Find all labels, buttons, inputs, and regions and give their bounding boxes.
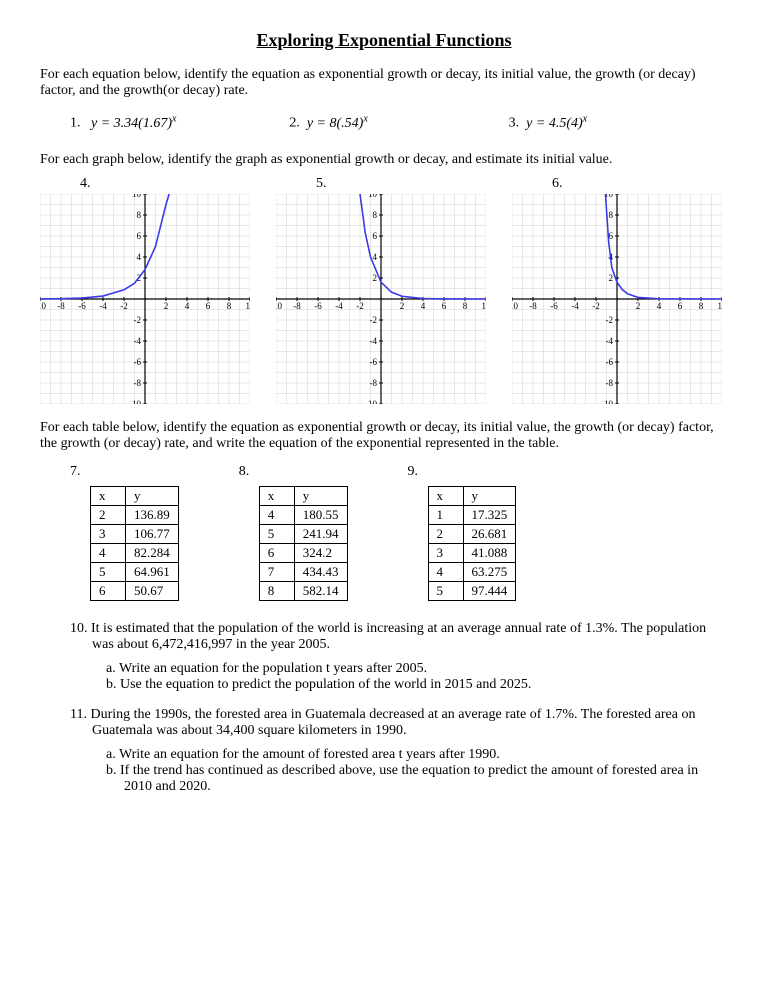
table-7: xy2136.893106.77482.284564.961650.67 [90, 486, 179, 601]
table-8-label: 8. [239, 464, 348, 480]
table-row: 650.67 [91, 581, 179, 600]
instructions-3: For each table below, identify the equat… [40, 420, 728, 452]
question-11b: b. If the trend has continued as describ… [106, 763, 728, 795]
svg-text:-8: -8 [529, 301, 537, 311]
table-row: 5241.94 [259, 524, 347, 543]
table-8: xy4180.555241.946324.27434.438582.14 [259, 486, 348, 601]
equation-1: 1. y = 3.34(1.67)x [70, 113, 289, 132]
table-9-label: 9. [408, 464, 517, 480]
table-row: 463.275 [428, 562, 516, 581]
svg-text:-6: -6 [606, 357, 614, 367]
svg-text:-6: -6 [134, 357, 142, 367]
svg-text:-8: -8 [370, 378, 378, 388]
svg-text:8: 8 [227, 301, 232, 311]
table-9: xy117.325226.681341.088463.275597.444 [428, 486, 517, 601]
svg-text:8: 8 [137, 210, 142, 220]
svg-text:-2: -2 [370, 315, 378, 325]
table-row: 226.681 [428, 524, 516, 543]
svg-text:-2: -2 [134, 315, 142, 325]
equation-3: 3. y = 4.5(4)x [509, 113, 728, 132]
table-row: 4180.55 [259, 505, 347, 524]
svg-text:6: 6 [373, 231, 378, 241]
svg-text:-6: -6 [314, 301, 322, 311]
svg-text:-6: -6 [550, 301, 558, 311]
svg-text:-2: -2 [356, 301, 364, 311]
instructions-1: For each equation below, identify the eq… [40, 67, 728, 99]
svg-text:-4: -4 [571, 301, 579, 311]
graph-4-label: 4. [80, 176, 256, 192]
svg-text:-4: -4 [99, 301, 107, 311]
table-row: 482.284 [91, 543, 179, 562]
svg-text:-8: -8 [134, 378, 142, 388]
svg-text:2: 2 [636, 301, 641, 311]
svg-text:6: 6 [678, 301, 683, 311]
svg-text:4: 4 [185, 301, 190, 311]
graph-4: -10-10-8-8-6-6-4-4-2-2224466881010 [40, 194, 250, 404]
svg-text:2: 2 [609, 273, 614, 283]
table-row: 117.325 [428, 505, 516, 524]
question-11a: a. Write an equation for the amount of f… [106, 747, 728, 763]
svg-text:-8: -8 [606, 378, 614, 388]
svg-text:-10: -10 [512, 301, 518, 311]
svg-text:4: 4 [421, 301, 426, 311]
svg-text:10: 10 [368, 194, 378, 199]
equation-2: 2. y = 8(.54)x [289, 113, 508, 132]
svg-text:-2: -2 [120, 301, 128, 311]
graph-6-label: 6. [552, 176, 728, 192]
table-row: 597.444 [428, 581, 516, 600]
svg-text:-4: -4 [335, 301, 343, 311]
question-11: 11. During the 1990s, the forested area … [70, 707, 728, 739]
question-10b: b. Use the equation to predict the popul… [106, 677, 728, 693]
svg-text:2: 2 [400, 301, 405, 311]
svg-text:-4: -4 [606, 336, 614, 346]
svg-text:2: 2 [164, 301, 169, 311]
graph-5-label: 5. [316, 176, 492, 192]
svg-text:10: 10 [718, 301, 723, 311]
svg-text:-10: -10 [276, 301, 282, 311]
table-row: 6324.2 [259, 543, 347, 562]
svg-text:-10: -10 [601, 399, 613, 404]
svg-text:-10: -10 [129, 399, 141, 404]
graph-5: -10 -10 -8 -8 -6 -6 -4 -4 -2 -2 2 2 4 4 6 6 8 8 10 10 [276, 194, 486, 404]
table-row: 3106.77 [91, 524, 179, 543]
svg-text:4: 4 [373, 252, 378, 262]
svg-text:8: 8 [463, 301, 468, 311]
page-title: Exploring Exponential Functions [40, 30, 728, 51]
table-7-label: 7. [70, 464, 179, 480]
equation-row: 1. y = 3.34(1.67)x 2. y = 8(.54)x 3. y =… [70, 113, 728, 132]
svg-text:10: 10 [246, 301, 251, 311]
svg-text:4: 4 [137, 252, 142, 262]
svg-text:-8: -8 [57, 301, 65, 311]
svg-text:6: 6 [137, 231, 142, 241]
svg-text:-6: -6 [78, 301, 86, 311]
table-row: 8582.14 [259, 581, 347, 600]
svg-text:-2: -2 [606, 315, 614, 325]
svg-text:-4: -4 [370, 336, 378, 346]
table-row: 2136.89 [91, 505, 179, 524]
table-row: 341.088 [428, 543, 516, 562]
svg-text:8: 8 [699, 301, 704, 311]
svg-text:-6: -6 [370, 357, 378, 367]
svg-text:-8: -8 [293, 301, 301, 311]
svg-text:8: 8 [373, 210, 378, 220]
svg-text:10: 10 [132, 194, 142, 199]
svg-text:-10: -10 [365, 399, 377, 404]
svg-text:2: 2 [373, 273, 378, 283]
table-row: 564.961 [91, 562, 179, 581]
svg-text:-4: -4 [134, 336, 142, 346]
graph-6: -10-10-8-8-6-6-4-4-2-2224466881010 [512, 194, 722, 404]
svg-text:6: 6 [442, 301, 447, 311]
svg-text:-10: -10 [40, 301, 46, 311]
svg-text:4: 4 [657, 301, 662, 311]
table-row: 7434.43 [259, 562, 347, 581]
question-10a: a. Write an equation for the population … [106, 661, 728, 677]
svg-text:6: 6 [206, 301, 211, 311]
svg-text:8: 8 [609, 210, 614, 220]
instructions-2: For each graph below, identify the graph… [40, 152, 728, 168]
svg-text:-2: -2 [592, 301, 600, 311]
question-10: 10. It is estimated that the population … [70, 621, 728, 653]
svg-text:10: 10 [482, 301, 487, 311]
